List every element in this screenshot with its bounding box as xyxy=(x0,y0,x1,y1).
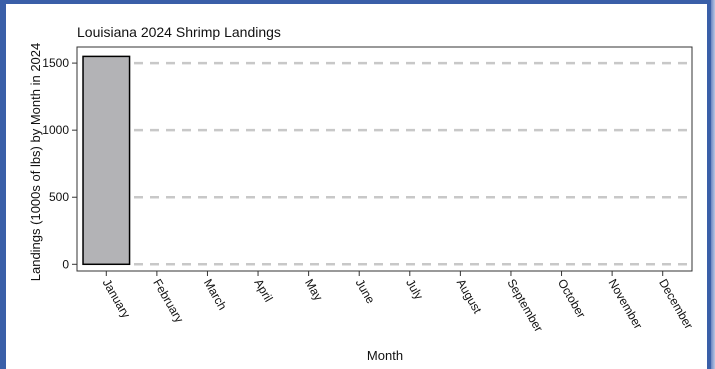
plot-area xyxy=(76,46,693,272)
x-tick-label: October xyxy=(555,277,588,321)
x-tick-label: January xyxy=(100,277,133,321)
y-axis: 0 500 1000 1500 xyxy=(42,56,77,271)
x-tick-label: December xyxy=(656,277,696,332)
frame-shadow xyxy=(711,0,715,369)
x-tick-label: February xyxy=(150,277,186,326)
y-tick-label: 1000 xyxy=(42,123,69,137)
bar-january xyxy=(82,55,131,266)
gridlines xyxy=(134,61,692,266)
x-tick-label: August xyxy=(454,277,485,317)
y-axis-title: Landings (1000s of lbs) by Month in 2024 xyxy=(28,43,43,282)
x-axis: January February March April May June July Augu… xyxy=(100,271,696,334)
x-tick-label: May xyxy=(302,277,325,304)
y-tick-label: 1500 xyxy=(42,56,69,70)
y-tick-label: 0 xyxy=(62,257,69,271)
x-tick-label: July xyxy=(403,277,426,302)
x-axis-title: Month xyxy=(367,348,403,363)
x-tick-label: September xyxy=(504,277,545,335)
x-tick-label: March xyxy=(201,277,230,313)
x-tick-label: June xyxy=(353,277,378,307)
x-tick-label: November xyxy=(606,277,646,332)
x-tick-label: April xyxy=(251,277,275,305)
y-tick-label: 500 xyxy=(49,190,69,204)
chart-title: Louisiana 2024 Shrimp Landings xyxy=(77,24,281,40)
bars xyxy=(82,55,131,266)
